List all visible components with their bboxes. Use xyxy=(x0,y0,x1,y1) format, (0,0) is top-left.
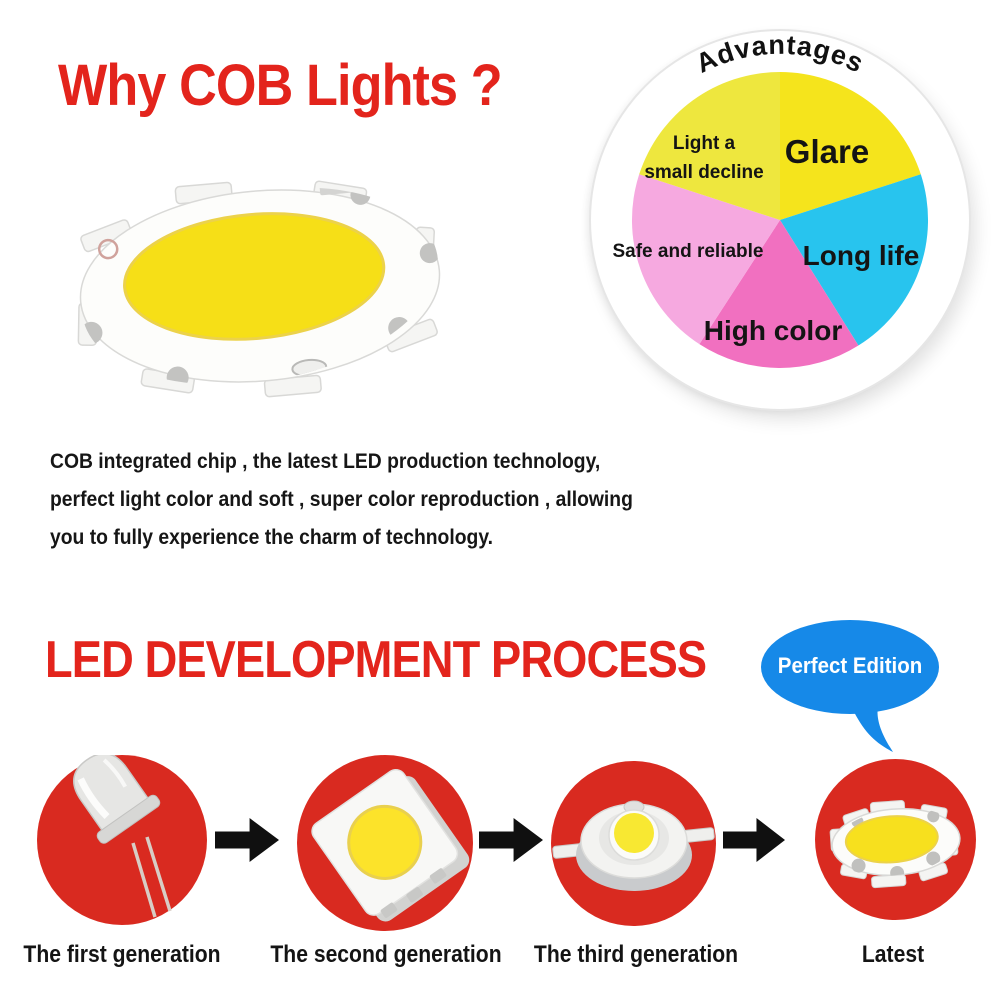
caption-first-generation: The first generation xyxy=(23,941,221,968)
perfect-edition-bubble xyxy=(761,620,939,752)
caption-latest: Latest xyxy=(861,941,925,968)
arrow-right-icon xyxy=(723,818,785,862)
pie-label-light-small-decline: Light a small decline xyxy=(644,129,763,187)
pie-label-light-line2: small decline xyxy=(644,162,764,183)
pie-label-high-color: High color xyxy=(703,315,843,346)
pie-slice-light-a-small-decline xyxy=(639,72,780,220)
pie-title-arc: Advantages xyxy=(691,31,868,79)
intro-paragraph: COB integrated chip , the latest LED pro… xyxy=(50,443,633,557)
pie-label-long-life: Long life xyxy=(802,240,920,271)
intro-line: COB integrated chip , the latest LED pro… xyxy=(50,450,601,473)
dip-led-illustration xyxy=(73,755,172,918)
pie-slice-safe-and-reliable xyxy=(631,174,780,345)
generation-1-circle xyxy=(37,755,207,925)
pie-label-light-line1: Light a xyxy=(672,133,736,154)
phosphor-area xyxy=(123,212,386,341)
arrow-right-icon xyxy=(479,818,543,862)
generation-latest-circle xyxy=(815,759,976,920)
pie-slices xyxy=(631,72,929,368)
process-section-title: LED DEVELOPMENT PROCESS xyxy=(45,631,707,689)
advantages-pie-chart: Advantages Glare Long life High color Sa… xyxy=(591,31,969,409)
intro-line: perfect light color and soft , super col… xyxy=(50,488,633,511)
pie-slice-glare xyxy=(780,72,921,220)
pie-slice-long-life xyxy=(780,174,929,346)
arrow-right-icon xyxy=(215,818,279,862)
high-power-led-illustration xyxy=(552,800,715,891)
page-title: Why COB Lights ? xyxy=(58,53,503,118)
generation-3-circle xyxy=(551,761,716,926)
smd-led-illustration xyxy=(311,768,470,922)
caption-third-generation: The third generation xyxy=(533,941,739,968)
generation-2-circle xyxy=(297,755,473,931)
led-legs xyxy=(131,836,172,918)
bubble-tail xyxy=(852,706,893,752)
cob-chip-board xyxy=(77,179,451,398)
intro-line: you to fully experience the charm of tec… xyxy=(50,526,494,549)
cob-chip-photo xyxy=(77,179,451,398)
cob-led-illustration xyxy=(829,800,961,889)
pie-slice-high-color xyxy=(699,220,859,368)
perfect-edition-label: Perfect Edition xyxy=(777,653,923,678)
caption-second-generation: The second generation xyxy=(270,941,502,968)
bubble-body xyxy=(761,620,939,714)
pie-label-safe-and-reliable: Safe and reliable xyxy=(612,241,764,262)
pie-label-glare: Glare xyxy=(784,133,870,170)
